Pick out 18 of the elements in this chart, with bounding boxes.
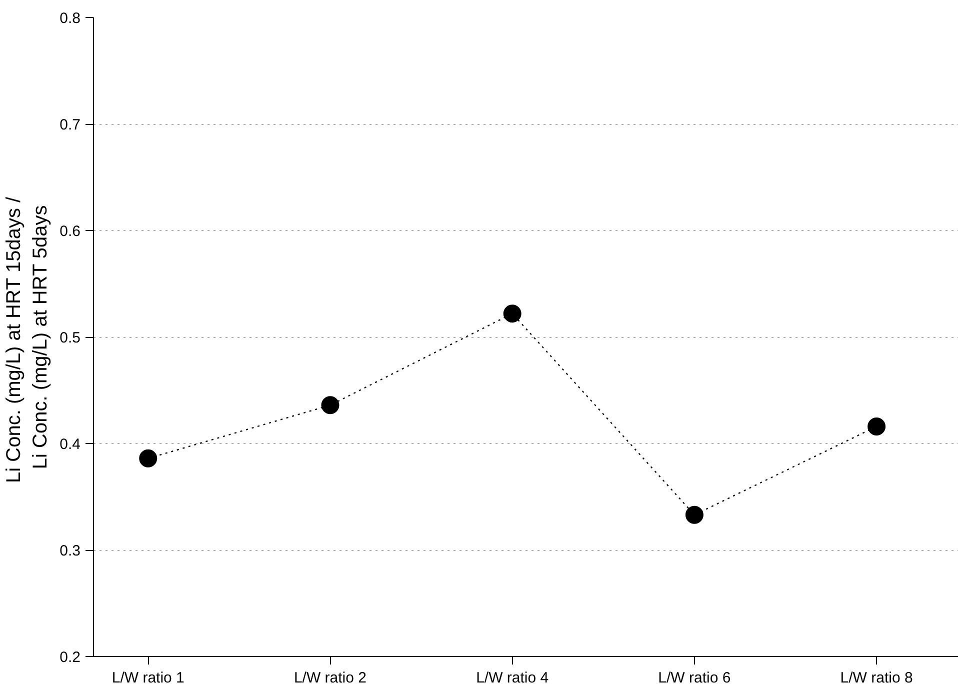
- x-tick-label: L/W ratio 4: [476, 670, 549, 686]
- x-tick-label: L/W ratio 2: [294, 670, 367, 686]
- point: [685, 506, 704, 524]
- y-tick-label: 0.2: [60, 649, 81, 666]
- x-tick-label: L/W ratio 8: [840, 670, 913, 686]
- y-tick-label: 0.6: [60, 223, 81, 240]
- point: [139, 449, 158, 468]
- y-tick-label: 0.7: [60, 116, 81, 134]
- point: [868, 417, 886, 436]
- y-tick-label: 0.4: [60, 436, 81, 453]
- point: [321, 396, 340, 414]
- point: [503, 304, 522, 323]
- x-tick-label: L/W ratio 1: [112, 670, 184, 686]
- y-tick-label: 0.5: [60, 330, 81, 346]
- y-tick-label: 0.8: [60, 10, 81, 27]
- y-axis-title: Li Conc. (mg/L) at HRT 15days / Li Conc. (mg/L) at HRT 5days: [3, 196, 52, 483]
- x-tick-label: L/W ratio 6: [658, 670, 731, 686]
- y-tick-label: 0.3: [60, 542, 81, 560]
